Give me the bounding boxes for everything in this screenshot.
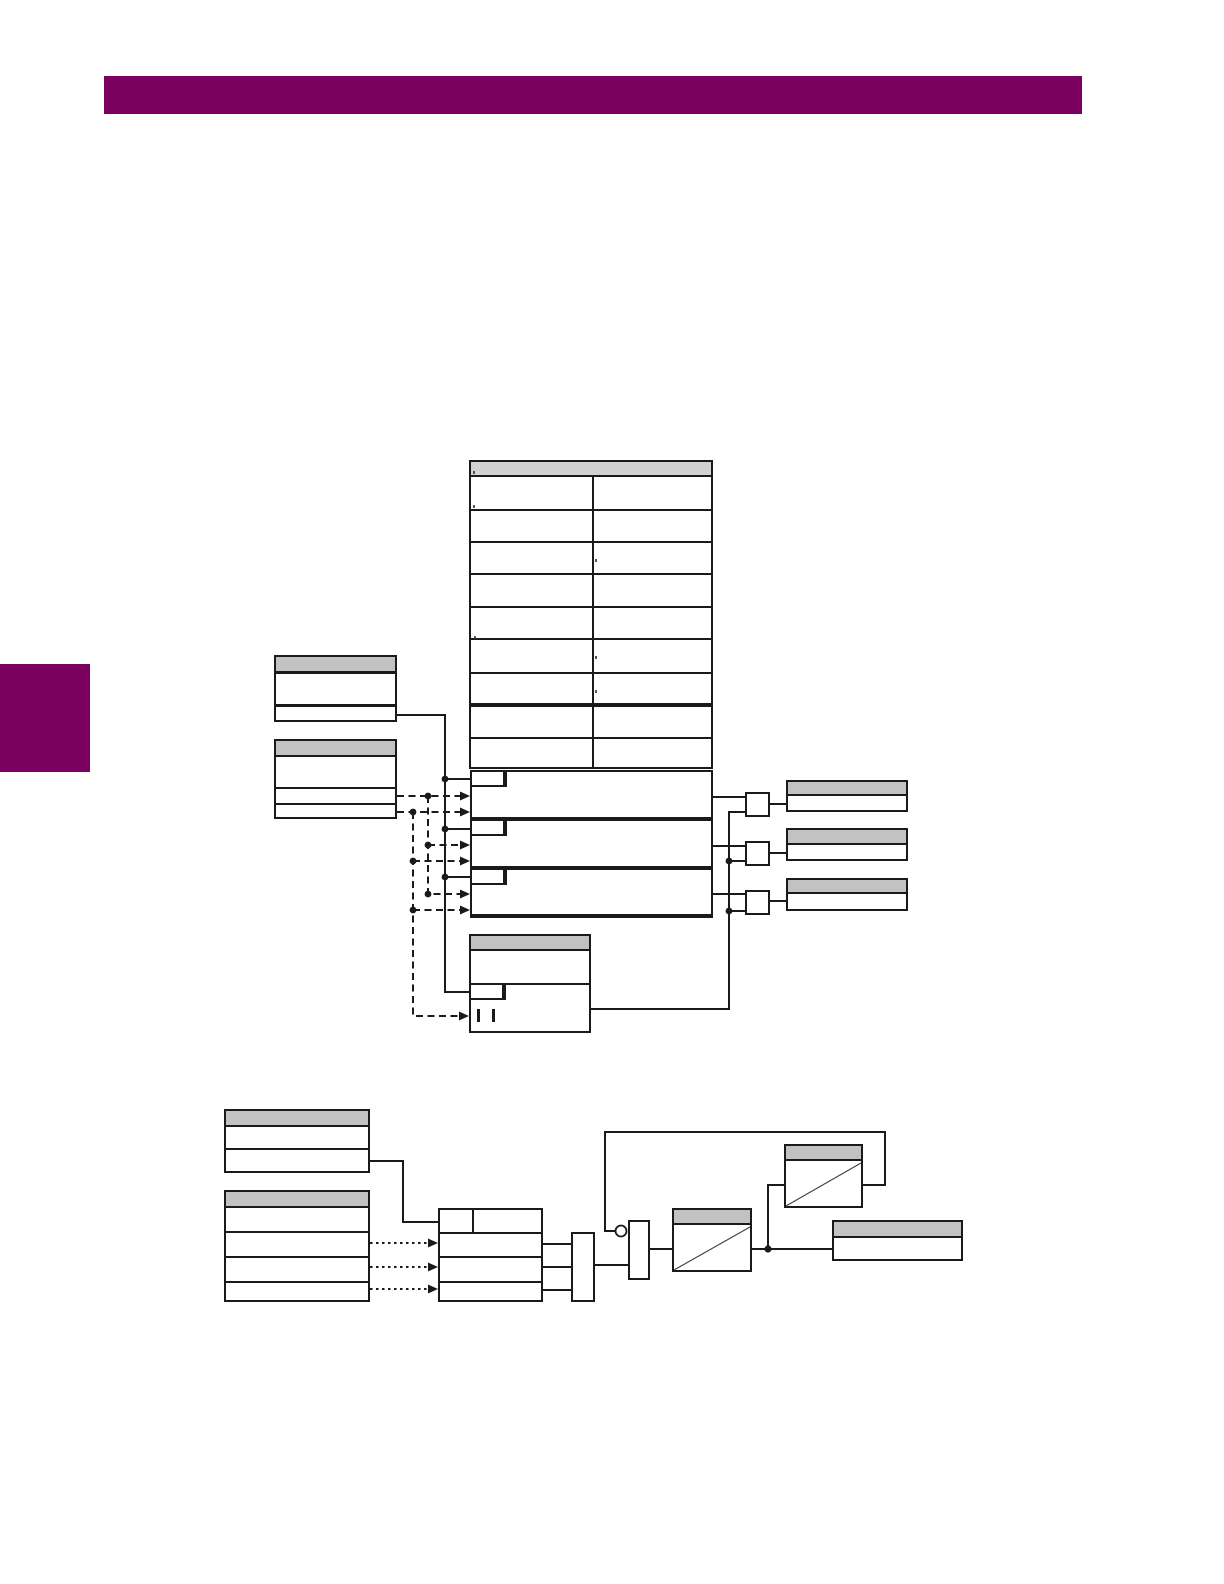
faint-text-dot <box>595 690 597 693</box>
junction-dot <box>424 890 432 898</box>
and-gate <box>628 1220 650 1280</box>
table-row-divider <box>471 541 711 543</box>
setting-box-b-header <box>276 741 395 757</box>
faint-text-dot <box>473 505 475 508</box>
gate-square-2 <box>745 841 770 866</box>
setting-box-a-header <box>276 657 395 674</box>
arrowhead-icon <box>460 889 470 899</box>
arrowhead-icon <box>460 840 470 850</box>
source-box-c-header <box>226 1111 368 1127</box>
pickup-timer-header <box>674 1210 750 1225</box>
arrowhead-icon <box>460 856 470 866</box>
junction-dot <box>409 857 417 865</box>
title-bar <box>104 76 1082 114</box>
junction-dot <box>409 808 417 816</box>
magnitude-bar-icon <box>477 1009 480 1022</box>
box-row-divider <box>226 1231 368 1233</box>
element-block-3 <box>470 868 713 918</box>
arrowhead-icon <box>428 1238 438 1248</box>
gate-square-3 <box>745 890 770 915</box>
block-notch <box>472 870 507 885</box>
connector-box-a-to-blocks <box>397 714 469 993</box>
block-notch <box>472 772 507 787</box>
chapter-side-tab <box>0 664 90 772</box>
box-row-divider <box>440 1281 541 1283</box>
junction-dot <box>441 873 449 881</box>
junction-dot <box>424 792 432 800</box>
junction-dot <box>764 1245 772 1253</box>
box-row-divider <box>440 1256 541 1258</box>
faint-text-dot <box>474 636 476 639</box>
operand-box-1-header <box>788 782 906 796</box>
arrowhead-icon <box>428 1262 438 1272</box>
source-box-d-header <box>226 1192 368 1208</box>
setting-box-b <box>274 739 397 819</box>
box-row-divider <box>471 983 589 985</box>
table-row-divider <box>471 573 711 575</box>
arrowhead-icon <box>460 807 470 817</box>
arrowhead-icon <box>460 791 470 801</box>
operand-box-1 <box>786 780 908 812</box>
arrowhead-icon <box>459 1011 469 1021</box>
box-row-divider <box>276 704 395 707</box>
matrix-top-cell-divider <box>472 1210 474 1232</box>
table-row-divider <box>471 606 711 608</box>
junction-dot <box>725 907 733 915</box>
block-notch <box>471 985 506 1000</box>
matrix-box <box>438 1208 543 1302</box>
box-row-divider <box>226 1281 368 1283</box>
magnitude-bar-icon <box>492 1009 495 1022</box>
supervision-box-header <box>471 936 589 951</box>
table-thick-divider <box>471 703 711 707</box>
table-column-divider <box>592 477 594 767</box>
box-row-divider <box>276 803 395 805</box>
box-row-divider <box>226 1148 368 1150</box>
source-box-c <box>224 1109 370 1173</box>
dropout-timer-header <box>786 1146 861 1161</box>
junction-dot <box>725 857 733 865</box>
setting-box-a <box>274 655 397 722</box>
arrowhead-icon <box>428 1284 438 1294</box>
box-row-divider <box>226 1256 368 1258</box>
element-block-1 <box>470 770 713 819</box>
connector-dropout-branch <box>767 1184 784 1249</box>
pickup-timer-block <box>672 1208 752 1272</box>
settings-table <box>469 460 713 769</box>
box-row-divider <box>440 1232 541 1234</box>
operand-box-3-header <box>788 880 906 894</box>
dropout-timer-block <box>784 1144 863 1208</box>
dashed-bus-1 <box>427 796 460 895</box>
junction-dot <box>441 775 449 783</box>
table-row-divider <box>471 638 711 640</box>
supervision-box <box>469 934 591 1033</box>
source-box-d <box>224 1190 370 1302</box>
bottom-operand-box <box>832 1220 963 1261</box>
connector-box-c-out <box>370 1160 438 1223</box>
collector-gate <box>571 1232 595 1302</box>
dashed-bus-2 <box>412 812 459 1017</box>
block-notch <box>472 821 507 836</box>
arrowhead-icon <box>460 905 470 915</box>
operand-box-3 <box>786 878 908 911</box>
faint-text-dot <box>595 559 597 562</box>
faint-text-dot <box>595 656 597 659</box>
junction-dot <box>424 841 432 849</box>
faint-text-dot <box>473 471 475 474</box>
table-row-divider <box>471 737 711 739</box>
dashed-connectors <box>397 795 460 1017</box>
element-block-2 <box>470 819 713 868</box>
dotted-connectors <box>370 1242 428 1290</box>
operand-box-2 <box>786 828 908 861</box>
bottom-operand-box-header <box>834 1222 961 1238</box>
table-row-divider <box>471 672 711 674</box>
operand-box-2-header <box>788 830 906 845</box>
settings-table-header <box>471 462 711 477</box>
inverter-circle-icon <box>614 1224 628 1238</box>
junction-dot <box>409 906 417 914</box>
table-row-divider <box>471 509 711 511</box>
box-row-divider <box>276 787 395 789</box>
gate-square-1 <box>745 792 770 817</box>
junction-dot <box>441 825 449 833</box>
